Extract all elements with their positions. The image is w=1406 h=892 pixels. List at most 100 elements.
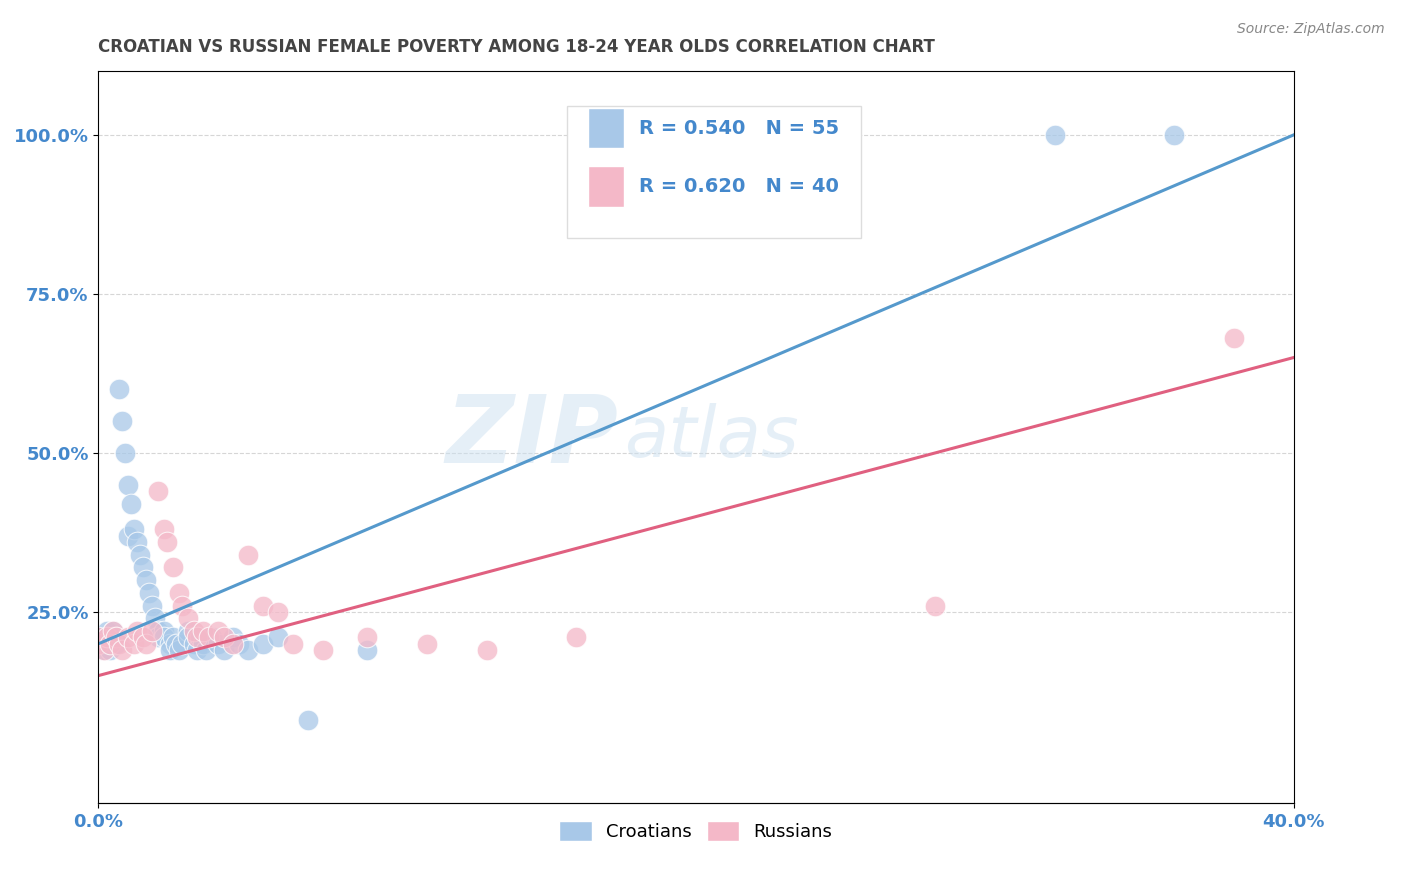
Point xyxy=(252,599,274,613)
Point xyxy=(191,624,214,638)
Point xyxy=(117,529,139,543)
Point xyxy=(135,573,157,587)
Point xyxy=(93,643,115,657)
Point xyxy=(132,631,155,645)
Point xyxy=(297,713,319,727)
Point xyxy=(172,599,194,613)
Point xyxy=(222,631,245,645)
Text: R = 0.540   N = 55: R = 0.540 N = 55 xyxy=(638,119,839,138)
Point xyxy=(311,643,333,657)
Point xyxy=(87,637,110,651)
Point xyxy=(212,631,235,645)
Point xyxy=(186,643,208,657)
Point xyxy=(172,637,194,651)
Point xyxy=(124,637,146,651)
Point xyxy=(129,548,152,562)
Point xyxy=(105,631,128,645)
Point xyxy=(159,643,181,657)
Point xyxy=(153,522,176,536)
Point xyxy=(105,637,128,651)
Point xyxy=(356,643,378,657)
Point xyxy=(212,643,235,657)
Point xyxy=(207,624,229,638)
Text: R = 0.620   N = 40: R = 0.620 N = 40 xyxy=(638,178,838,196)
Point xyxy=(98,637,122,651)
Point xyxy=(565,631,588,645)
Legend: Croatians, Russians: Croatians, Russians xyxy=(553,814,839,848)
Point xyxy=(177,631,200,645)
Point xyxy=(93,643,115,657)
Point xyxy=(222,637,245,651)
Point xyxy=(108,383,131,397)
Point xyxy=(103,624,125,638)
Text: CROATIAN VS RUSSIAN FEMALE POVERTY AMONG 18-24 YEAR OLDS CORRELATION CHART: CROATIAN VS RUSSIAN FEMALE POVERTY AMONG… xyxy=(98,38,935,56)
Point xyxy=(135,637,157,651)
Point xyxy=(87,631,110,645)
Point xyxy=(127,624,149,638)
Point xyxy=(127,535,149,549)
Text: ZIP: ZIP xyxy=(446,391,619,483)
Point xyxy=(96,631,118,645)
Point xyxy=(195,643,218,657)
Point xyxy=(177,624,200,638)
Point xyxy=(141,599,163,613)
Point xyxy=(167,643,190,657)
Point xyxy=(159,637,181,651)
Point xyxy=(120,497,142,511)
Point xyxy=(191,637,214,651)
Point xyxy=(475,643,498,657)
Point xyxy=(103,624,125,638)
Point xyxy=(93,637,115,651)
Point xyxy=(87,631,110,645)
Point xyxy=(165,637,187,651)
Point xyxy=(96,631,118,645)
Point xyxy=(111,414,134,428)
Point xyxy=(356,631,378,645)
Point xyxy=(98,637,122,651)
Point xyxy=(281,637,304,651)
Point xyxy=(96,624,118,638)
Point xyxy=(111,643,134,657)
Point xyxy=(186,631,208,645)
Point xyxy=(138,586,160,600)
Point xyxy=(416,637,439,651)
Point xyxy=(267,631,290,645)
Point xyxy=(924,599,946,613)
Point xyxy=(228,637,250,651)
Point xyxy=(148,624,170,638)
Point xyxy=(156,535,179,549)
Point xyxy=(1043,128,1066,142)
Point xyxy=(114,446,136,460)
Point xyxy=(252,637,274,651)
Point xyxy=(177,611,200,625)
Point xyxy=(143,611,166,625)
FancyBboxPatch shape xyxy=(567,106,860,238)
Point xyxy=(167,586,190,600)
Point xyxy=(236,643,259,657)
Point xyxy=(108,637,131,651)
Bar xyxy=(589,167,624,207)
Point xyxy=(162,560,184,574)
Point xyxy=(207,637,229,651)
Point xyxy=(105,631,128,645)
Point xyxy=(103,631,125,645)
Point xyxy=(162,631,184,645)
Point xyxy=(153,631,176,645)
Point xyxy=(153,624,176,638)
Point xyxy=(201,631,224,645)
Point xyxy=(148,484,170,499)
Point xyxy=(267,605,290,619)
Point xyxy=(117,477,139,491)
Point xyxy=(183,624,205,638)
Point xyxy=(148,631,170,645)
Point xyxy=(141,624,163,638)
Bar xyxy=(589,108,624,148)
Point xyxy=(117,631,139,645)
Point xyxy=(1163,128,1185,142)
Text: atlas: atlas xyxy=(624,402,799,472)
Point xyxy=(124,522,146,536)
Point xyxy=(188,631,211,645)
Point xyxy=(236,548,259,562)
Point xyxy=(132,560,155,574)
Point xyxy=(183,637,205,651)
